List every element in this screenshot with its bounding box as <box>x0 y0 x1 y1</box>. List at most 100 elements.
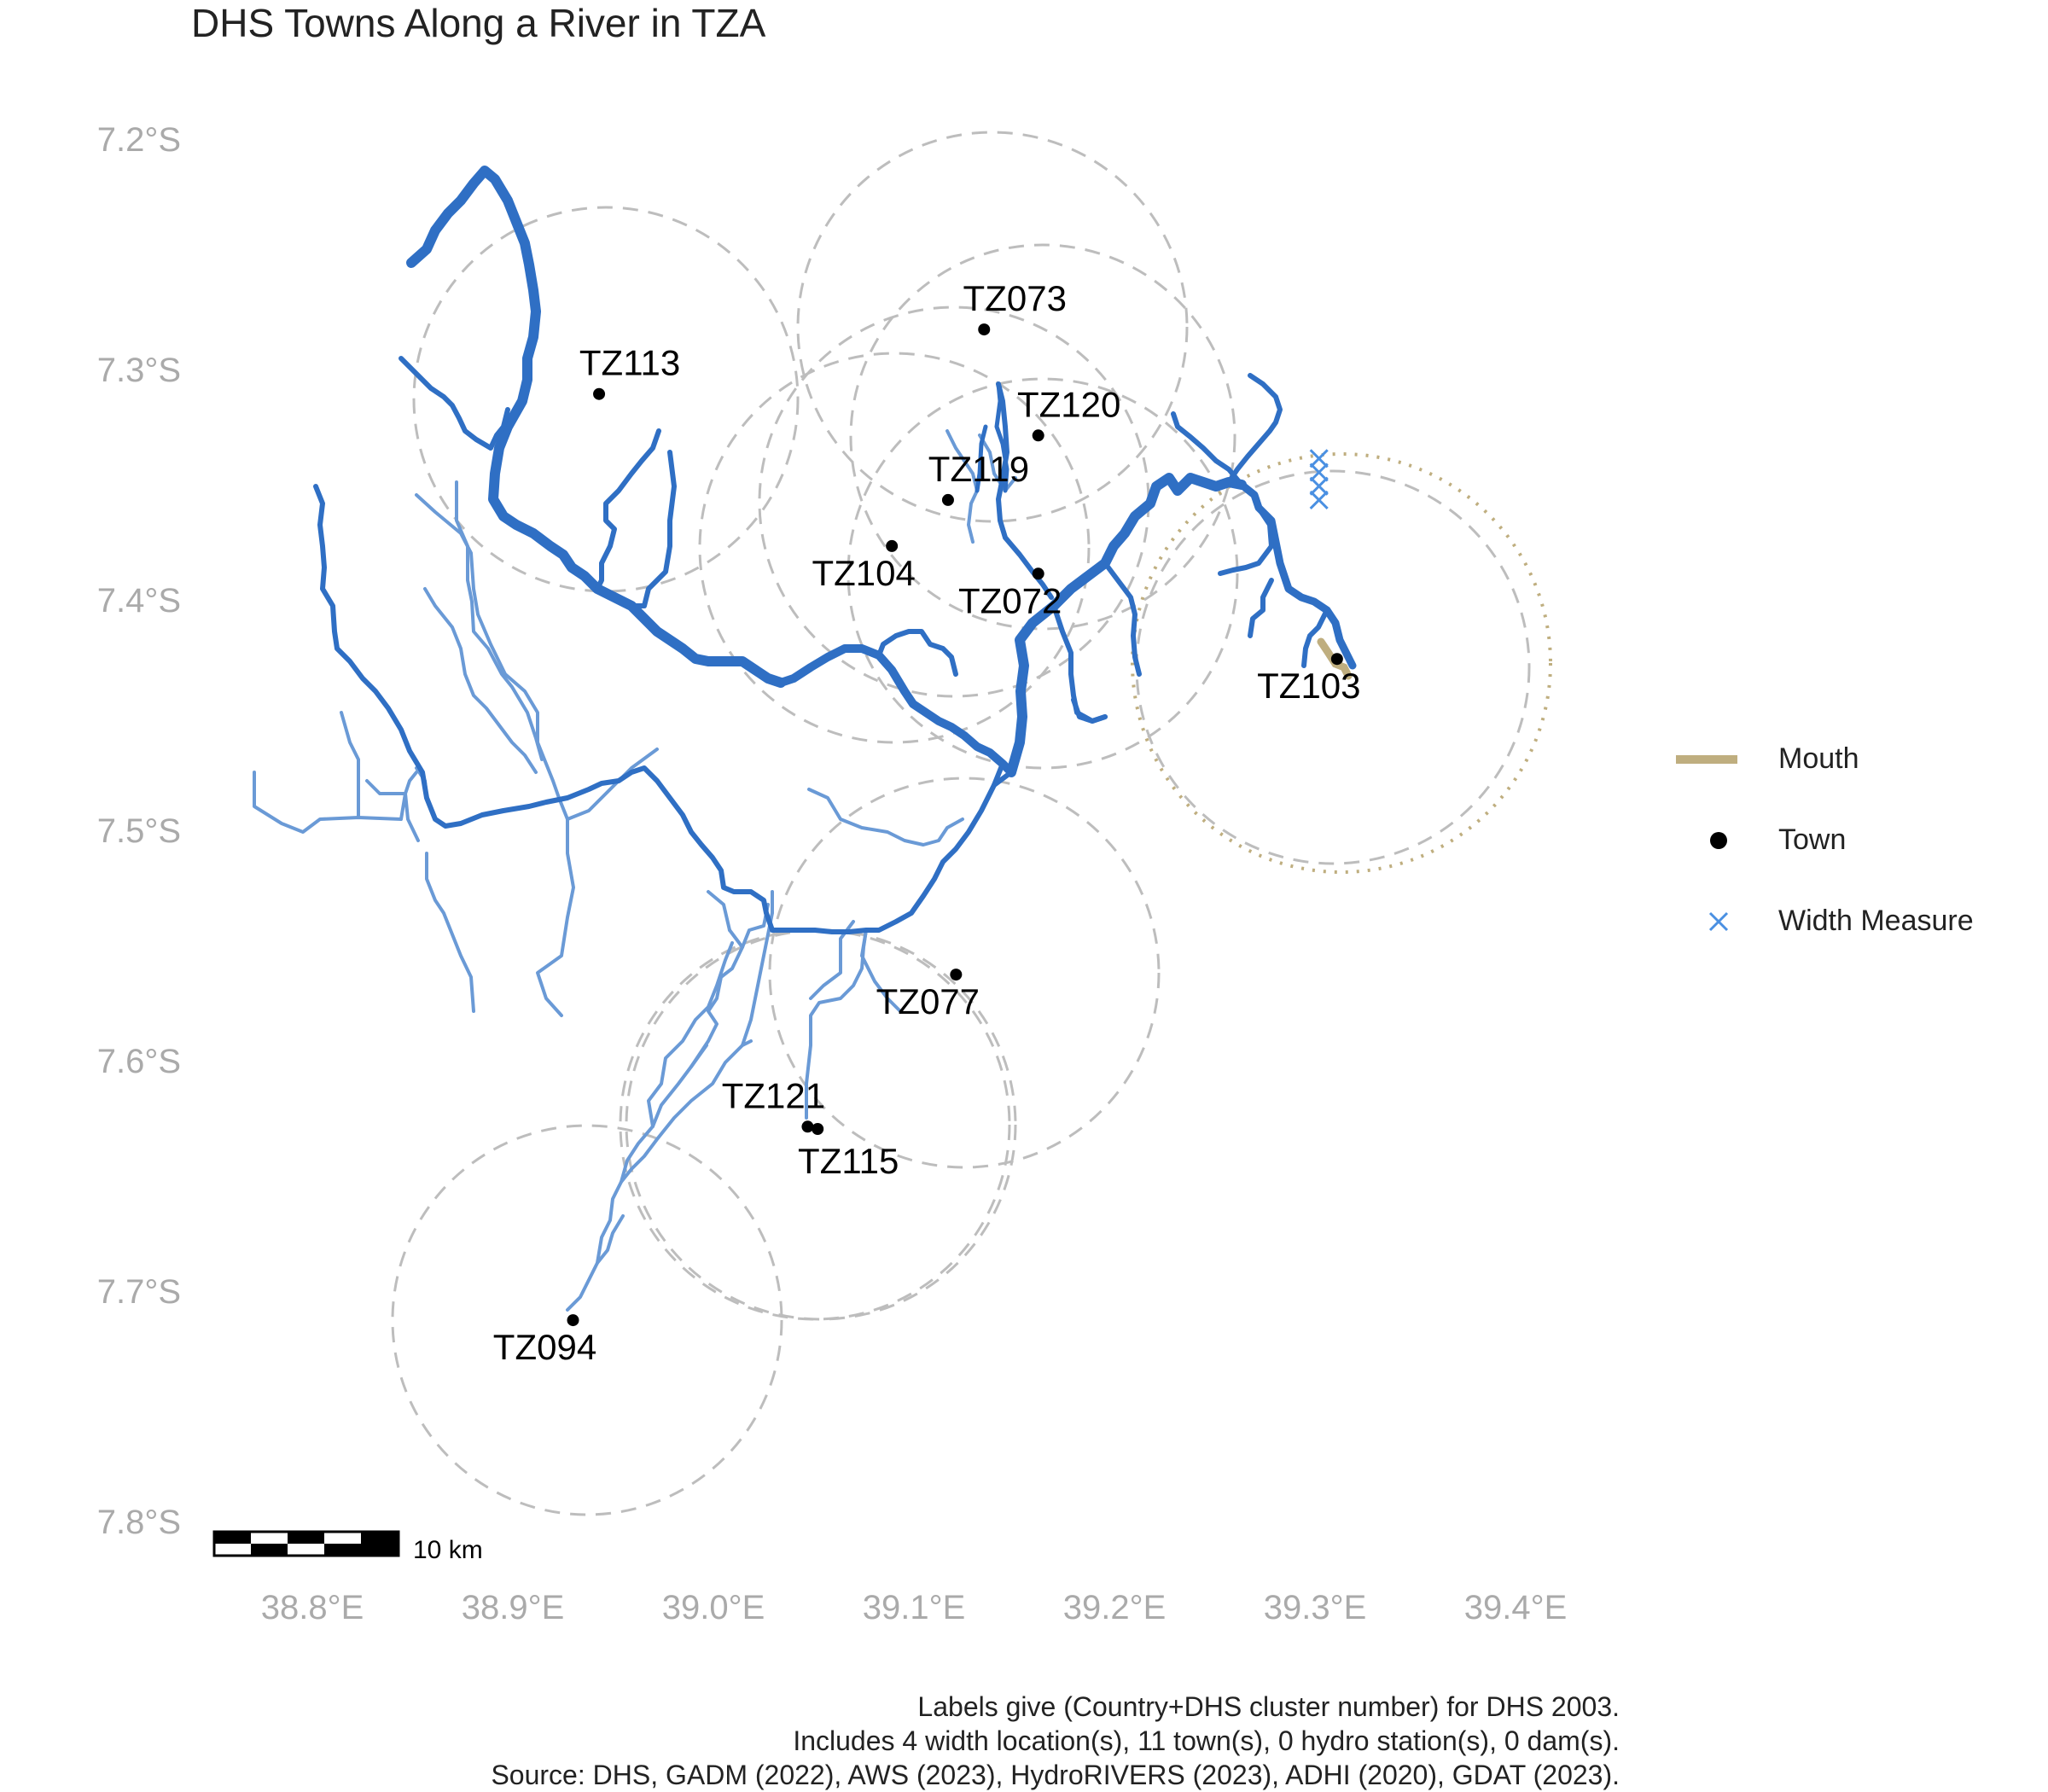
caption-line: Source: DHS, GADM (2022), AWS (2023), Hy… <box>491 1760 1620 1790</box>
x-tick-label: 38.8°E <box>261 1589 364 1626</box>
tributary <box>647 941 734 1128</box>
buffer-circle <box>849 243 1236 631</box>
scale-bar-segment <box>361 1532 399 1556</box>
y-tick-label: 7.2°S <box>97 121 181 159</box>
scale-bar-segment <box>251 1544 288 1556</box>
buffer-circle <box>758 305 1150 698</box>
town-dot <box>567 1314 579 1327</box>
width-measure-cross <box>1309 449 1329 468</box>
legend-item-width-measure: Width Measure <box>1673 896 2031 947</box>
main-river <box>1237 480 1357 670</box>
river <box>1248 578 1274 638</box>
map-title: DHS Towns Along a River in TZA <box>191 1 766 45</box>
main-river <box>1006 473 1247 777</box>
town-label: TZ113 <box>579 343 680 383</box>
town-dot <box>950 969 963 981</box>
scale-bar-segment <box>288 1532 324 1544</box>
town-label: TZ115 <box>798 1141 899 1181</box>
tributary <box>404 792 420 842</box>
river <box>629 450 677 608</box>
town-dot-icon <box>1710 832 1727 849</box>
town-label: TZ072 <box>958 580 1062 620</box>
town-dot <box>886 539 899 552</box>
buffer-circle <box>391 1124 783 1516</box>
legend-label: Width Measure <box>1778 905 1974 937</box>
buffer-circle <box>847 377 1239 770</box>
caption-line: Labels give (Country+DHS cluster number)… <box>917 1691 1620 1722</box>
tributary <box>455 480 544 761</box>
tributary <box>741 1039 753 1047</box>
y-tick-label: 7.4°S <box>97 582 181 620</box>
tributary <box>728 928 744 949</box>
river <box>1103 561 1142 677</box>
river-network <box>313 166 1357 934</box>
tributary <box>596 1214 625 1265</box>
map-caption: Labels give (Country+DHS cluster number)… <box>491 1690 1620 1792</box>
tributary <box>978 433 1017 492</box>
x-tick-label: 39.1°E <box>863 1589 966 1626</box>
town-label: TZ104 <box>812 553 915 593</box>
tributary <box>807 788 964 847</box>
mouth-buffer-circle <box>1131 452 1552 874</box>
river <box>876 629 958 677</box>
x-tick-label: 39.2°E <box>1063 1589 1167 1626</box>
main-river <box>406 166 786 688</box>
town-dot <box>941 493 954 506</box>
towns: TZ073 TZ113 TZ120 TZ119 TZ104 TZ072 TZ103 TZ077… <box>493 278 1361 1367</box>
tributary <box>340 711 360 819</box>
tributary <box>423 587 538 774</box>
town-dot <box>1032 429 1044 442</box>
legend-item-town: Town <box>1673 815 2031 866</box>
tributary <box>365 779 407 795</box>
buffer-circle <box>796 131 1189 523</box>
town-dot <box>978 323 991 336</box>
legend-label: Town <box>1778 823 1847 856</box>
tributary <box>425 852 475 1013</box>
river <box>313 484 1014 934</box>
river <box>992 761 1005 788</box>
width-measure-cross <box>1309 463 1329 482</box>
river <box>1226 373 1283 485</box>
scale-bar-label: 10 km <box>413 1536 483 1564</box>
river <box>399 356 510 451</box>
tributary <box>967 489 979 544</box>
town-label: TZ073 <box>963 278 1067 318</box>
town-dot <box>593 387 606 400</box>
x-tick-label: 39.0°E <box>662 1589 765 1626</box>
river <box>1301 608 1329 668</box>
river <box>1071 697 1108 724</box>
town-dot <box>812 1123 824 1135</box>
town-label: TZ094 <box>493 1327 596 1367</box>
mouth-line-icon <box>1676 755 1737 764</box>
town-dot <box>1330 653 1343 666</box>
width-cross-icon <box>1708 911 1729 932</box>
tributary <box>860 928 902 1013</box>
town-dot <box>1032 567 1044 580</box>
town-label: TZ119 <box>928 449 1029 489</box>
x-tick-label: 38.9°E <box>462 1589 565 1626</box>
town-label: TZ120 <box>1017 384 1120 424</box>
y-tick-label: 7.3°S <box>97 352 181 389</box>
river <box>1218 492 1274 576</box>
y-tick-label: 7.6°S <box>97 1043 181 1080</box>
tributaries <box>253 429 1017 1312</box>
river <box>595 428 661 591</box>
buffer-circle <box>619 928 1011 1321</box>
river <box>1171 411 1244 487</box>
tributary <box>689 903 770 1068</box>
scale-bar-segment <box>324 1544 361 1556</box>
tributary <box>945 429 979 492</box>
y-tick-label: 7.5°S <box>97 812 181 850</box>
y-tick-label: 7.7°S <box>97 1273 181 1311</box>
width-measure-cross <box>1309 476 1329 496</box>
tributary <box>253 771 418 834</box>
tributary <box>415 493 575 1017</box>
main-river <box>777 644 1015 777</box>
tributary <box>707 890 731 932</box>
town-label: TZ121 <box>722 1075 825 1115</box>
width-measures <box>1309 449 1329 509</box>
buffer-circle <box>412 206 800 593</box>
caption-line: Includes 4 width location(s), 11 town(s)… <box>793 1725 1620 1756</box>
